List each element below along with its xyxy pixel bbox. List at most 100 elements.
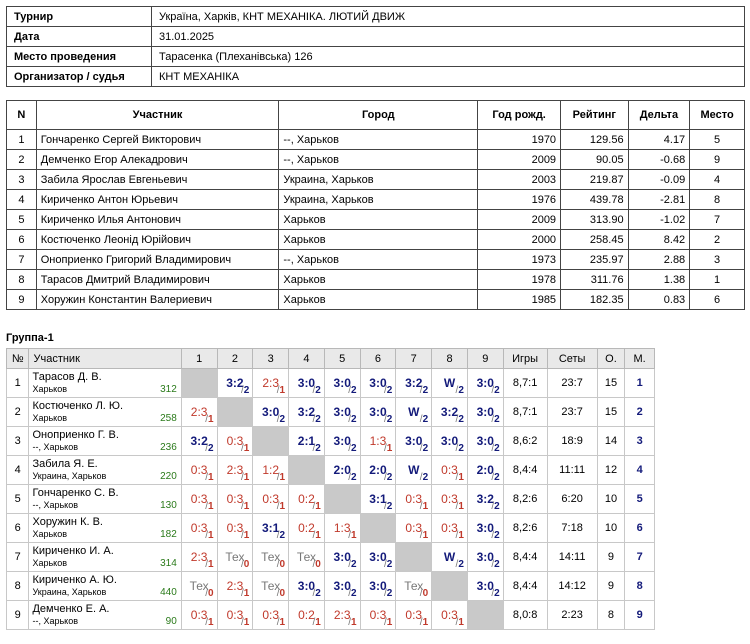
grid-result-points: /2: [348, 473, 356, 483]
grid-row-no: 6: [5, 513, 30, 543]
slash-icon: /: [419, 443, 423, 454]
grid-result-points: /1: [420, 531, 428, 541]
grid-result-score: 0:2: [298, 521, 315, 535]
grid-result-points-value: 2: [243, 385, 250, 396]
grid-points: 15: [596, 368, 626, 398]
grid-games: 8,4:4: [502, 571, 548, 601]
grid-result-cell: 1:3/1: [323, 513, 361, 543]
grid-result-points-value: 2: [279, 414, 286, 425]
slash-icon: /: [205, 530, 208, 541]
grid-result-points-value: 0: [315, 559, 321, 570]
slash-icon: /: [384, 617, 387, 628]
participant-delta: 2.88: [627, 249, 691, 270]
grid-result-points-value: 2: [494, 472, 500, 483]
grid-result-points: /0: [241, 560, 249, 570]
grid-result-cell: 3:0/2: [466, 513, 504, 543]
grid-result-points: /1: [348, 618, 356, 628]
grid-result-points-value: 0: [243, 559, 250, 570]
grid-result-score: 1:3: [369, 434, 387, 448]
grid-result-points: /2: [384, 473, 392, 483]
participant-n: 2: [6, 149, 37, 170]
participant-year: 1985: [477, 289, 562, 310]
grid-player: Демченко Е. А. --, Харьков 90: [28, 600, 182, 630]
grid-result-points: /2: [348, 386, 356, 396]
grid-result-score: 0:3: [441, 608, 458, 622]
participant-n: 1: [6, 129, 37, 150]
grid-result-score: 3:0: [297, 376, 316, 390]
grid-result-points-value: 2: [494, 559, 500, 570]
slash-icon: /: [348, 588, 352, 599]
grid-result-points: /1: [241, 531, 249, 541]
grid-result-score: 2:3: [333, 608, 351, 622]
slash-icon: /: [491, 530, 495, 541]
grid-row-no: 2: [5, 397, 30, 427]
slash-icon: /: [205, 414, 208, 425]
grid-result-score: 2:0: [333, 463, 351, 477]
grid-result-points-value: 1: [207, 501, 214, 512]
participant-delta: 4.17: [627, 129, 691, 150]
grid-diagonal-cell: [180, 368, 218, 398]
slash-icon: /: [312, 443, 316, 454]
grid-diagonal-cell: [216, 397, 254, 427]
grid-result-score: 3:1: [262, 521, 280, 535]
slash-icon: /: [276, 617, 280, 628]
grid-result-points-value: 2: [386, 385, 393, 396]
participant-row: 6 Костюченко Леонід Юрійович Харьков 2000 25…: [6, 229, 745, 250]
participant-delta: -1.02: [627, 209, 691, 230]
grid-result-cell: 0:2/1: [288, 484, 325, 514]
grid-result-points-value: 1: [279, 472, 286, 483]
grid-result-score: 2:3: [226, 579, 244, 593]
slash-icon: /: [312, 617, 316, 628]
grid-result-score: Тех: [225, 550, 245, 564]
grid-result-points-value: 1: [243, 501, 250, 512]
grid-result-cell: 3:0/2: [359, 571, 397, 601]
participant-row: 3 Забила Ярослав Евгеньевич Украина, Харьк…: [6, 169, 745, 190]
grid-result-points-value: 2: [422, 414, 429, 425]
slash-icon: /: [205, 559, 208, 570]
grid-result-points: /0: [312, 560, 320, 570]
grid-result-points-value: 2: [207, 443, 214, 454]
grid-points: 10: [596, 513, 626, 543]
grid-result-points-value: 2: [315, 385, 321, 396]
grid-result-points-value: 2: [494, 385, 500, 396]
grid-header-place: М.: [624, 348, 655, 369]
grid-player: Гончаренко С. В. --, Харьков 130: [28, 484, 182, 514]
grid-result-score: 2:3: [226, 463, 244, 477]
grid-result-points: /2: [420, 415, 428, 425]
participant-rating: 439.78: [560, 189, 629, 210]
grid-result-score: Тех: [404, 579, 424, 593]
info-row: Организатор / судья КНТ МЕХАНІКА: [6, 66, 745, 87]
slash-icon: /: [384, 559, 387, 570]
grid-result-cell: 1:2/1: [252, 455, 290, 485]
slash-icon: /: [455, 617, 459, 628]
grid-diagonal-cell: [288, 455, 325, 485]
slash-icon: /: [276, 588, 280, 599]
grid-result-points: /2: [277, 415, 285, 425]
grid-result-score: 3:2: [190, 434, 208, 448]
grid-header-points: О.: [596, 348, 626, 369]
grid-result-cell: 3:2/2: [395, 368, 433, 398]
grid-result-cell: 3:1/2: [359, 484, 397, 514]
grid-result-cell: 3:2/2: [466, 484, 504, 514]
slash-icon: /: [348, 617, 352, 628]
grid-result-score: 0:3: [190, 608, 208, 622]
grid-result-points: /1: [277, 618, 285, 628]
slash-icon: /: [419, 472, 423, 483]
grid-result-points-value: 1: [458, 501, 464, 512]
slash-icon: /: [455, 559, 459, 570]
slash-icon: /: [491, 472, 495, 483]
participant-delta: -2.81: [627, 189, 691, 210]
grid-result-score: 3:0: [369, 405, 387, 419]
grid-result-points-value: 2: [351, 385, 357, 396]
participant-place: 2: [689, 229, 745, 250]
grid-result-points: /1: [384, 444, 392, 454]
info-label: Организатор / судья: [6, 66, 152, 87]
grid-result-points-value: 1: [279, 501, 286, 512]
grid-row: 2 Костюченко Л. Ю. Харьков 258 2:3/1 3:0/2 3:2…: [5, 397, 655, 427]
grid-header-no: №: [5, 348, 30, 369]
participant-n: 4: [6, 189, 37, 210]
slash-icon: /: [240, 588, 244, 599]
grid-result-score: 0:2: [298, 608, 315, 622]
participants-header: Год рожд.: [477, 100, 562, 130]
grid-games: 8,6:2: [502, 426, 548, 456]
